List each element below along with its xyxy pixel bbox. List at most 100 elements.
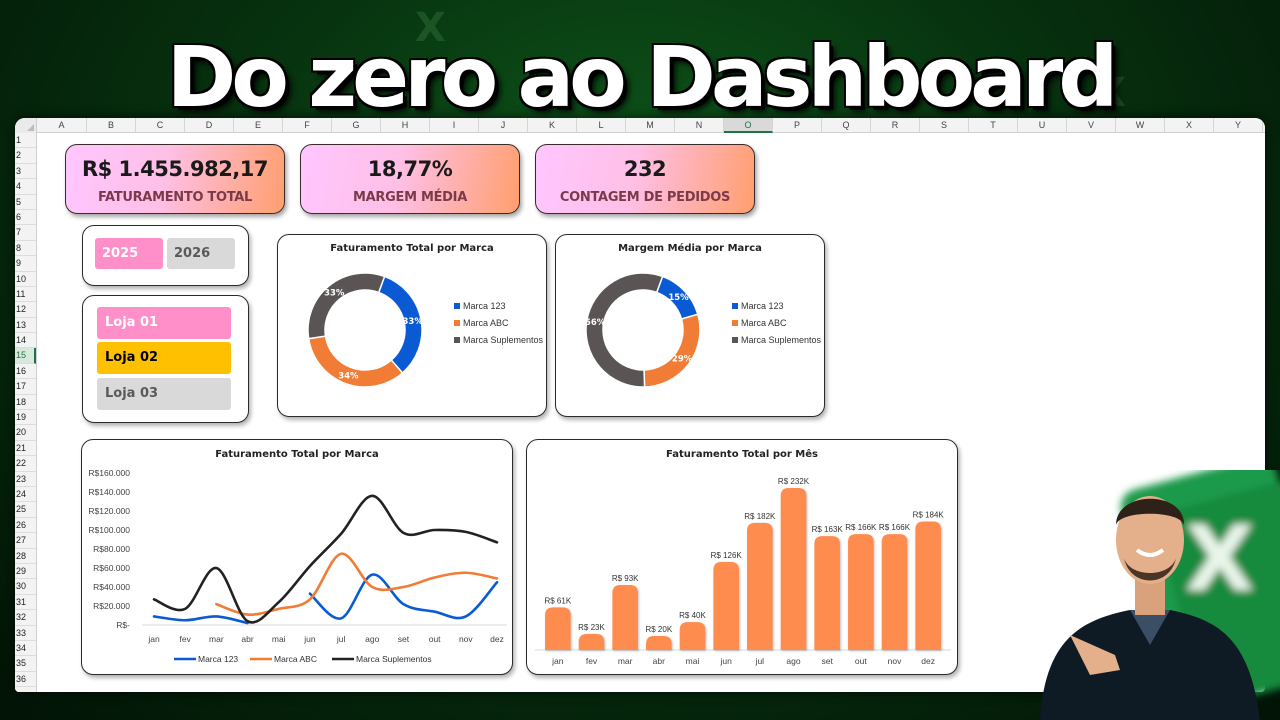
bar[interactable] <box>612 585 638 650</box>
column-header-B[interactable]: B <box>87 118 136 133</box>
donut-slice[interactable] <box>585 272 664 388</box>
column-header-D[interactable]: D <box>185 118 234 133</box>
row-header-4[interactable]: 4 <box>15 179 36 195</box>
row-header-6[interactable]: 6 <box>15 210 36 226</box>
row-header-16[interactable]: 16 <box>15 364 36 380</box>
row-header-7[interactable]: 7 <box>15 225 36 241</box>
row-header-32[interactable]: 32 <box>15 610 36 626</box>
row-header-35[interactable]: 35 <box>15 656 36 672</box>
column-header-V[interactable]: V <box>1067 118 1116 133</box>
row-header-33[interactable]: 33 <box>15 626 36 641</box>
column-header-G[interactable]: G <box>332 118 381 133</box>
row-header-12[interactable]: 12 <box>15 302 36 318</box>
slice-label: 29% <box>672 355 693 365</box>
row-header-18[interactable]: 18 <box>15 395 36 411</box>
column-header-R[interactable]: R <box>871 118 920 133</box>
legend-marca-suplementos: Marca Suplementos <box>454 335 543 345</box>
row-header-10[interactable]: 10 <box>15 272 36 287</box>
column-header-X[interactable]: X <box>1165 118 1214 133</box>
row-header-13[interactable]: 13 <box>15 318 36 334</box>
row-header-11[interactable]: 11 <box>15 287 36 303</box>
column-header-U[interactable]: U <box>1018 118 1067 133</box>
column-header-O[interactable]: O <box>724 118 773 133</box>
legend-label: Marca ABC <box>741 318 787 328</box>
bar[interactable] <box>679 622 706 650</box>
select-all-corner[interactable] <box>15 118 37 133</box>
column-header-M[interactable]: M <box>626 118 675 133</box>
bar[interactable] <box>848 534 874 650</box>
donut-slice[interactable] <box>643 313 701 388</box>
chart-faturamento-por-marca-donut[interactable]: Faturamento Total por Marca 33% 34% 33% Ma… <box>277 234 547 417</box>
column-header-Q[interactable]: Q <box>822 118 871 133</box>
column-header-N[interactable]: N <box>675 118 724 133</box>
bar-value-label: R$ 20K <box>645 625 672 634</box>
legend-swatch <box>732 320 738 326</box>
column-header-T[interactable]: T <box>969 118 1018 133</box>
bar[interactable] <box>646 636 672 650</box>
store-button-loja-03[interactable]: Loja 03 <box>97 378 231 410</box>
year-button-2025[interactable]: 2025 <box>95 238 163 269</box>
column-header-Y[interactable]: Y <box>1214 118 1263 133</box>
legend-marca-abc: Marca ABC <box>454 318 509 328</box>
row-header-15[interactable]: 15 <box>15 348 36 364</box>
slice-label: 33% <box>403 317 424 327</box>
column-header-L[interactable]: L <box>577 118 626 133</box>
bar[interactable] <box>713 562 739 650</box>
column-header-A[interactable]: A <box>37 118 87 133</box>
line-series[interactable] <box>215 552 499 616</box>
column-header-P[interactable]: P <box>773 118 822 133</box>
donut-slice[interactable] <box>307 272 386 340</box>
column-header-I[interactable]: I <box>430 118 479 133</box>
column-header-S[interactable]: S <box>920 118 969 133</box>
bar[interactable] <box>747 522 773 650</box>
row-header-17[interactable]: 17 <box>15 379 36 395</box>
kpi-faturamento-total: R$ 1.455.982,17 FATURAMENTO TOTAL <box>65 144 285 214</box>
bar[interactable] <box>780 488 807 650</box>
row-header-9[interactable]: 9 <box>15 256 36 272</box>
column-header-C[interactable]: C <box>136 118 185 133</box>
row-header-1[interactable]: 1 <box>15 133 36 149</box>
store-button-loja-01[interactable]: Loja 01 <box>97 307 231 339</box>
column-header-W[interactable]: W <box>1116 118 1165 133</box>
bar[interactable] <box>545 607 571 650</box>
x-tick-label: mar <box>618 656 633 666</box>
bar[interactable] <box>578 633 605 650</box>
row-header-20[interactable]: 20 <box>15 425 36 441</box>
column-header-J[interactable]: J <box>479 118 528 133</box>
row-header-5[interactable]: 5 <box>15 195 36 210</box>
bar[interactable] <box>814 536 840 650</box>
bar[interactable] <box>881 534 908 650</box>
row-header-21[interactable]: 21 <box>15 441 36 457</box>
row-header-2[interactable]: 2 <box>15 148 36 164</box>
row-header-27[interactable]: 27 <box>15 533 36 549</box>
row-header-23[interactable]: 23 <box>15 472 36 487</box>
row-header-26[interactable]: 26 <box>15 518 36 534</box>
chart-faturamento-por-marca-line[interactable]: Faturamento Total por Marca R$- R$20.000 R… <box>81 439 513 675</box>
row-header-19[interactable]: 19 <box>15 410 36 426</box>
row-header-22[interactable]: 22 <box>15 456 36 472</box>
row-header-14[interactable]: 14 <box>15 333 36 349</box>
year-button-2026[interactable]: 2026 <box>167 238 235 269</box>
column-header-F[interactable]: F <box>283 118 332 133</box>
store-button-loja-02[interactable]: Loja 02 <box>97 342 231 374</box>
row-header-30[interactable]: 30 <box>15 579 36 595</box>
row-header-3[interactable]: 3 <box>15 164 36 180</box>
line-series[interactable] <box>152 615 249 625</box>
column-header-K[interactable]: K <box>528 118 577 133</box>
row-header-29[interactable]: 29 <box>15 564 36 580</box>
row-header-36[interactable]: 36 <box>15 672 36 688</box>
bar-value-label: R$ 61K <box>544 596 571 605</box>
row-header-31[interactable]: 31 <box>15 595 36 611</box>
line-series[interactable] <box>152 494 499 624</box>
line-series[interactable] <box>308 573 499 620</box>
column-header-H[interactable]: H <box>381 118 430 133</box>
chart-margem-por-marca-donut[interactable]: Margem Média por Marca 15% 29% 56% Marca 1… <box>555 234 825 417</box>
row-header-25[interactable]: 25 <box>15 502 36 518</box>
row-header-34[interactable]: 34 <box>15 641 36 657</box>
column-header-E[interactable]: E <box>234 118 283 133</box>
bar[interactable] <box>915 521 941 650</box>
row-header-24[interactable]: 24 <box>15 487 36 503</box>
chart-faturamento-por-mes-bar[interactable]: Faturamento Total por Mês R$ 61K jan R$ 23… <box>526 439 958 675</box>
row-header-28[interactable]: 28 <box>15 549 36 564</box>
row-header-8[interactable]: 8 <box>15 241 36 257</box>
